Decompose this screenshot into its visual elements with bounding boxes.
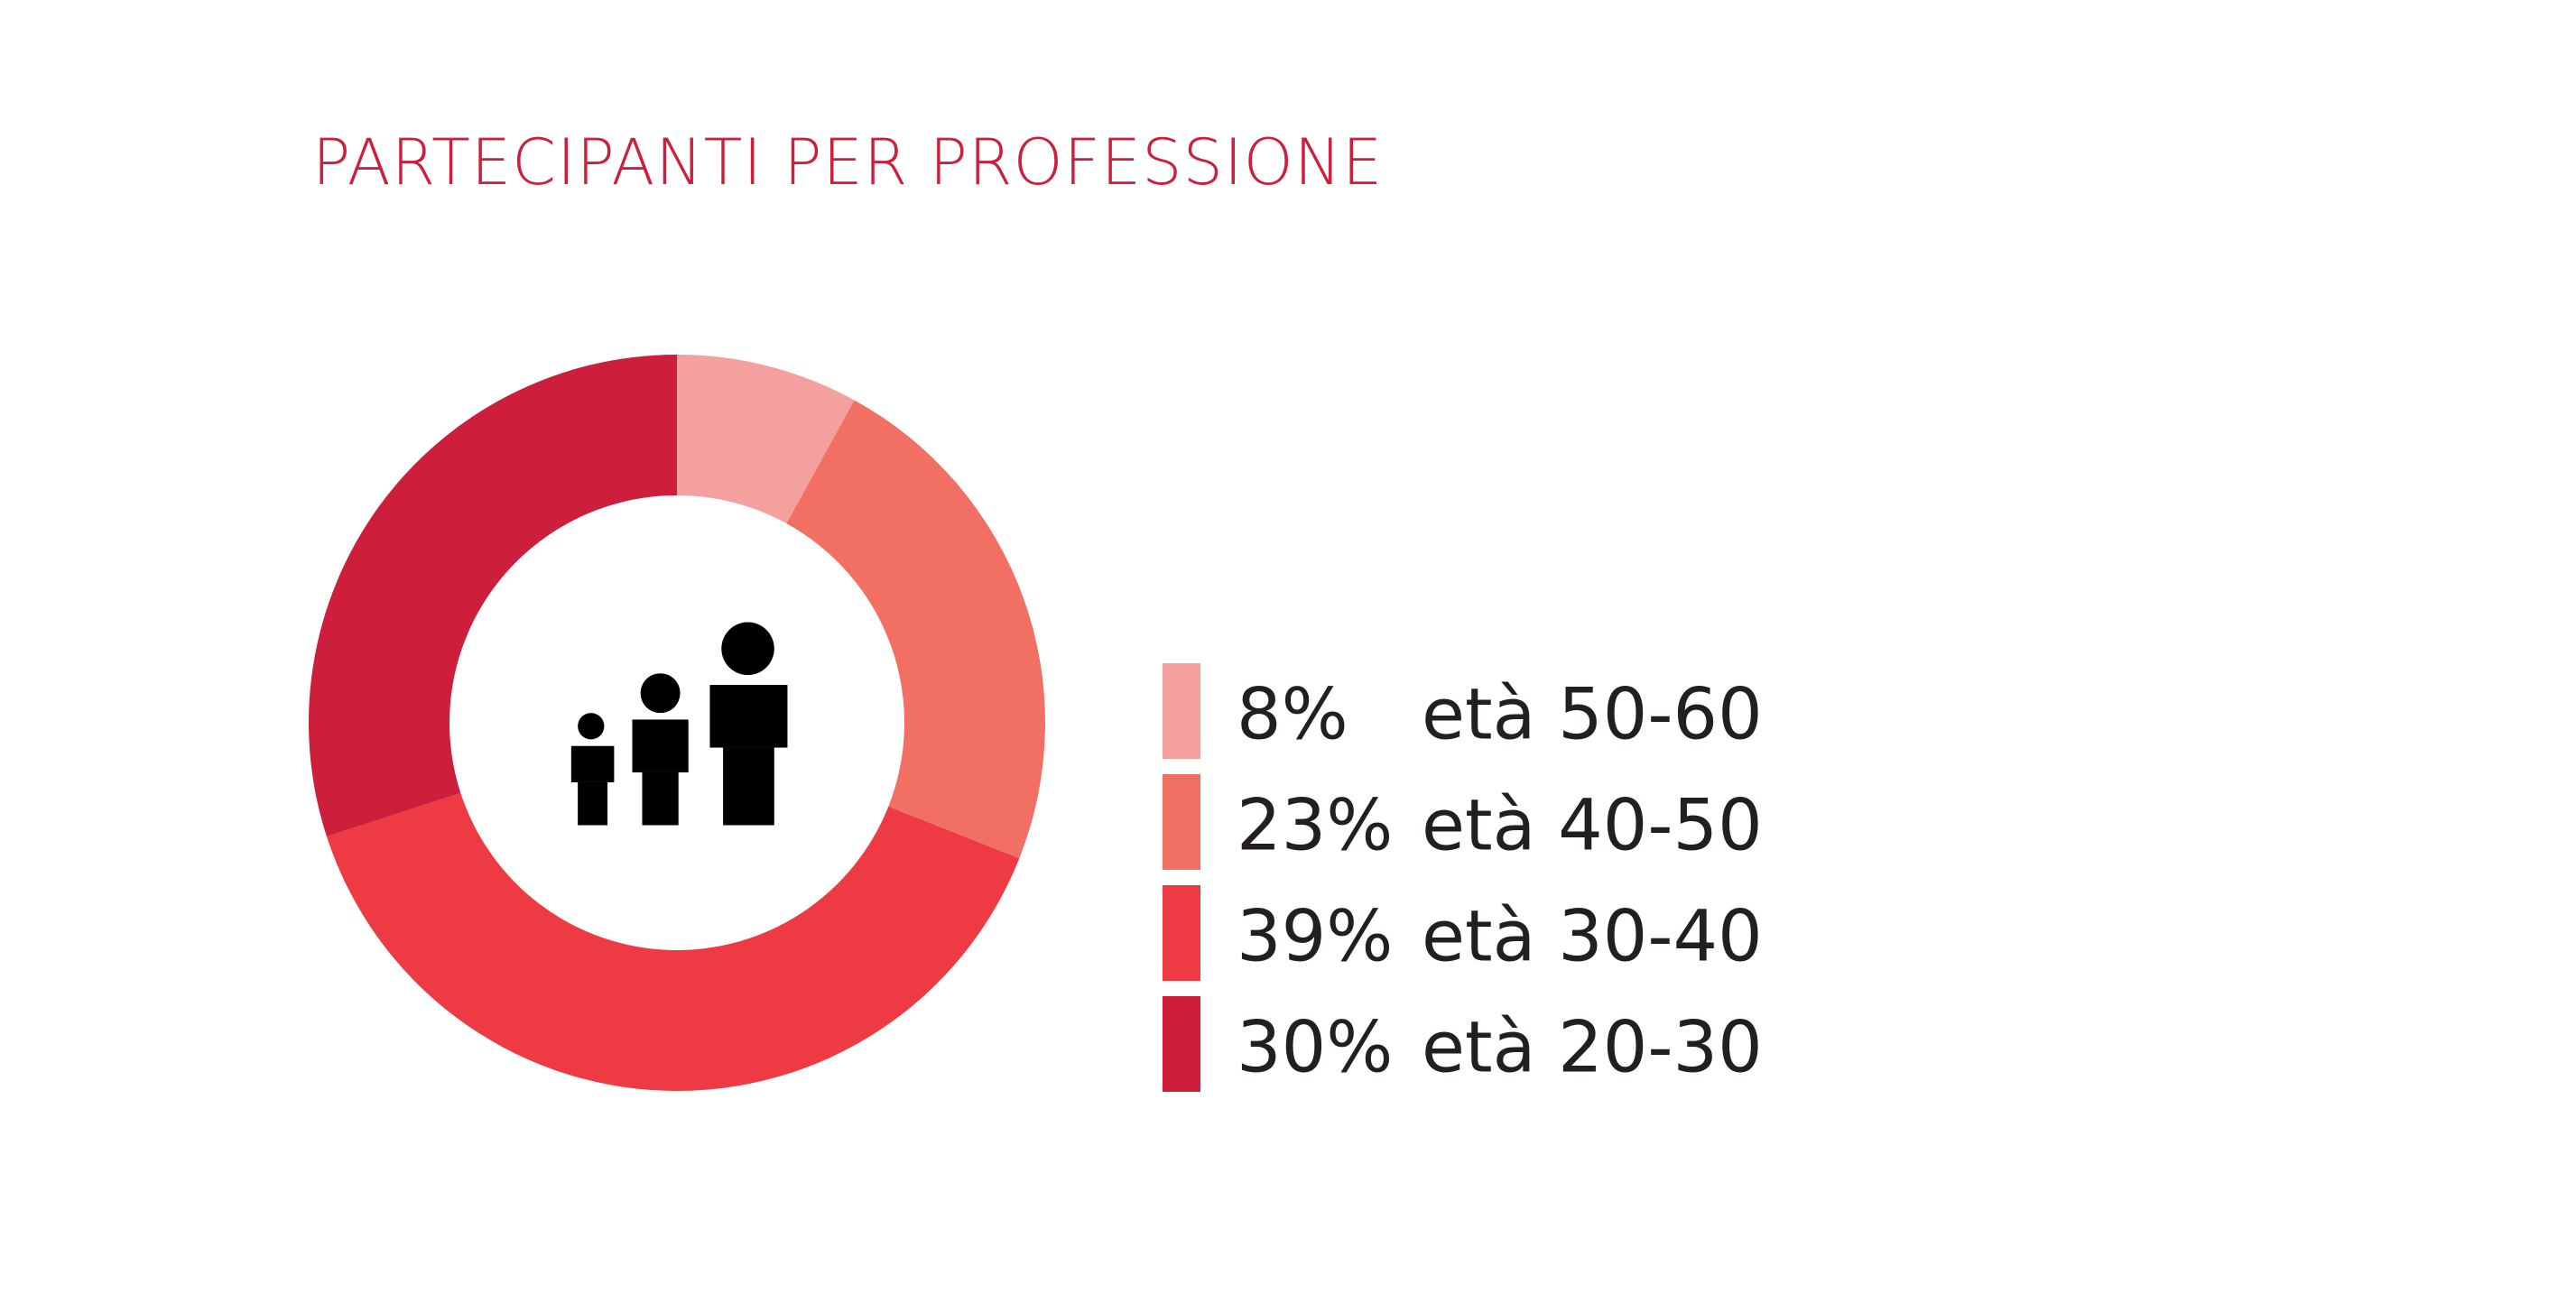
legend-value: 39% xyxy=(1237,896,1393,977)
legend-label: età 20-30 xyxy=(1422,1007,1763,1088)
legend-value: 8% xyxy=(1237,674,1348,755)
legend-value: 30% xyxy=(1237,1007,1393,1088)
legend-value: 23% xyxy=(1237,785,1393,866)
legend: 8% età 50-60 23% età 40-50 39% età 30-40 30% et… xyxy=(1163,663,1763,1092)
legend-swatch xyxy=(1163,996,1200,1092)
donut xyxy=(309,355,1045,1091)
legend-label: età 50-60 xyxy=(1422,674,1763,755)
legend-label: età 40-50 xyxy=(1422,785,1763,866)
donut-slice xyxy=(326,792,1020,1091)
legend-swatch xyxy=(1163,774,1200,870)
people-icon xyxy=(570,622,788,826)
legend-label: età 30-40 xyxy=(1422,896,1763,977)
donut-slice xyxy=(786,400,1045,859)
donut-slice xyxy=(677,355,855,524)
legend-swatch xyxy=(1163,663,1200,759)
donut-slice xyxy=(309,355,677,837)
legend-swatch xyxy=(1163,885,1200,981)
chart-title: PARTECIPANTI PER PROFESSIONE xyxy=(312,125,1383,199)
